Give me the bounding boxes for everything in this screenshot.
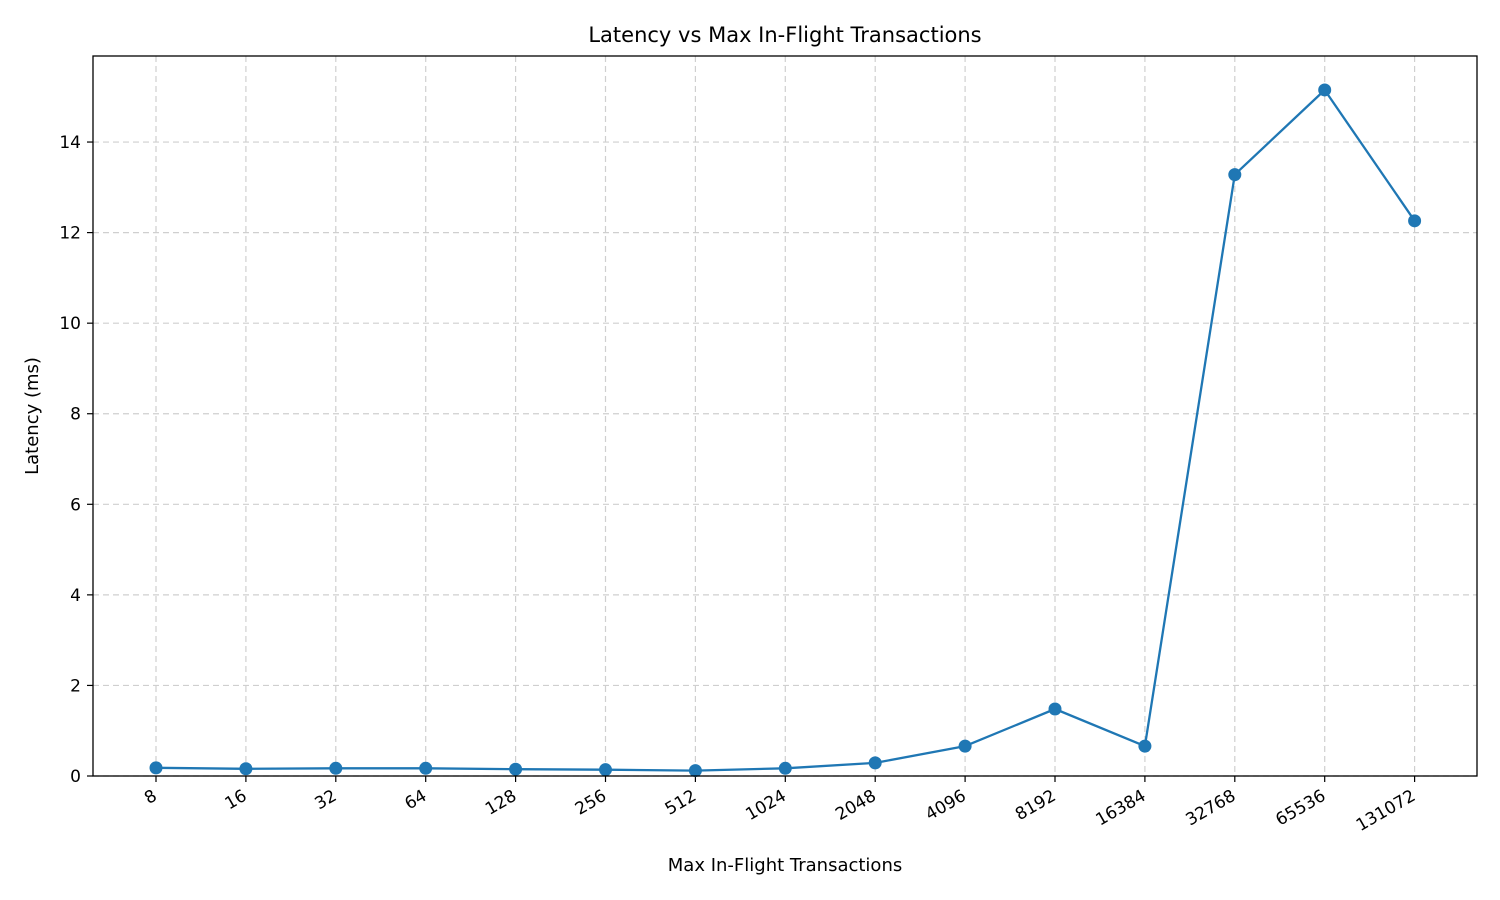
x-tick-label: 131072	[1353, 786, 1419, 836]
data-point	[419, 761, 433, 775]
x-tick-label: 8192	[1012, 786, 1059, 825]
y-axis-title: Latency (ms)	[22, 357, 43, 475]
data-point	[1318, 83, 1332, 97]
data-point	[1048, 702, 1062, 716]
x-tick-label: 128	[482, 786, 520, 820]
y-tick-label: 0	[70, 767, 81, 787]
data-point	[329, 761, 343, 775]
x-tick-label: 4096	[922, 786, 969, 825]
x-tick-label: 512	[662, 786, 700, 820]
grid	[93, 56, 1477, 777]
x-tick-label: 64	[401, 786, 430, 814]
plot-frame	[92, 55, 1478, 777]
x-axis-title: Max In-Flight Transactions	[668, 855, 902, 876]
x-tick-label: 16384	[1093, 786, 1150, 830]
data-point	[149, 761, 163, 775]
data-point	[509, 762, 523, 776]
x-tick-label: 256	[572, 786, 610, 820]
y-tick-label: 4	[70, 586, 81, 606]
y-tick-label: 2	[70, 676, 81, 696]
data-point	[1228, 168, 1242, 182]
data-point	[1138, 739, 1152, 753]
x-tick-label: 65536	[1272, 786, 1329, 830]
y-axis: 0 2 4 6 8 10 12 14	[59, 133, 93, 787]
x-tick-label: 1024	[742, 786, 789, 825]
y-tick-label: 12	[59, 224, 81, 244]
x-axis: 8 16 32 64 128 256 512 1024 2048 4096 8192 16384 327…	[141, 776, 1419, 836]
data-point	[778, 761, 792, 775]
data-point	[599, 763, 612, 777]
y-tick-label: 6	[70, 495, 81, 515]
x-tick-label: 32768	[1182, 786, 1239, 830]
x-tick-label: 16	[222, 786, 251, 814]
y-tick-label: 14	[59, 133, 81, 153]
data-point	[868, 756, 882, 770]
x-tick-label: 2048	[832, 786, 879, 825]
x-tick-label: 8	[141, 786, 160, 809]
data-point	[1408, 214, 1422, 228]
x-tick-label: 32	[312, 786, 341, 814]
data-point	[688, 764, 702, 778]
data-point	[239, 762, 253, 776]
y-tick-label: 10	[59, 314, 81, 334]
series-layer	[149, 83, 1422, 778]
y-tick-label: 8	[70, 405, 81, 425]
chart-title: Latency vs Max In-Flight Transactions	[588, 23, 981, 47]
data-point	[958, 739, 972, 753]
